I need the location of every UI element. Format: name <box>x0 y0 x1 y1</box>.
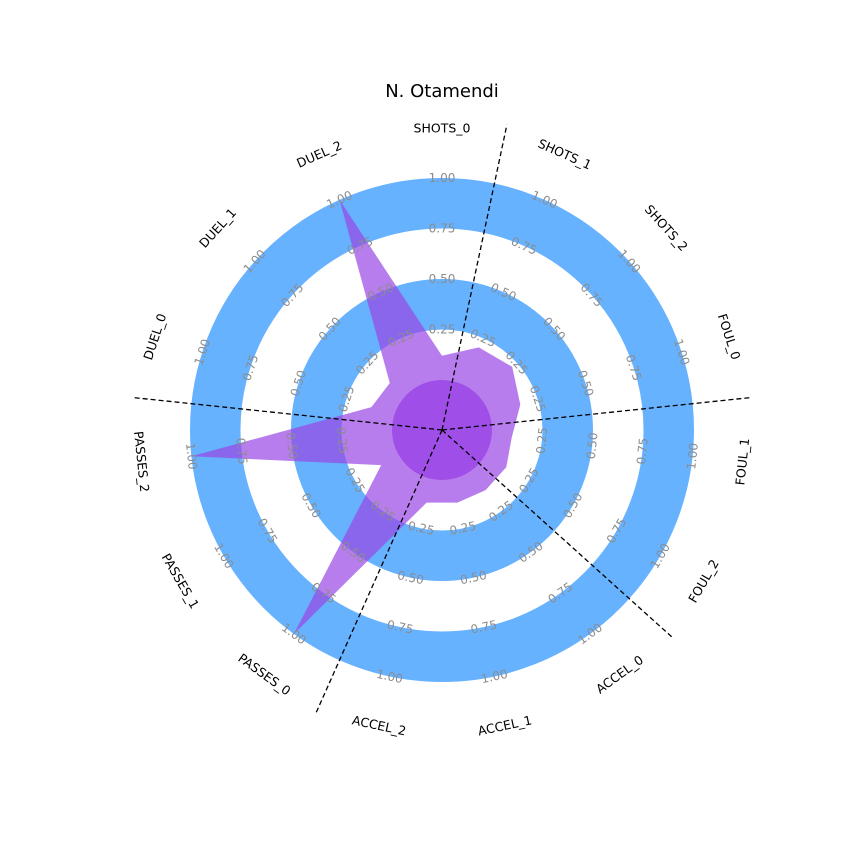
parameter-label: FOUL_2 <box>685 557 722 606</box>
parameter-label: SHOTS_1 <box>536 136 594 173</box>
range-label: 0.75 <box>386 617 415 636</box>
parameter-label: DUEL_1 <box>196 205 239 251</box>
range-label: 0.50 <box>283 432 300 460</box>
range-label: 1.00 <box>480 667 509 686</box>
parameter-label: DUEL_0 <box>140 312 169 362</box>
range-label: 0.75 <box>634 437 651 465</box>
range-label: 0.50 <box>584 432 601 460</box>
parameter-label: FOUL_0 <box>715 312 744 362</box>
range-label: 0.75 <box>469 617 498 636</box>
group-divider <box>441 124 508 431</box>
range-label: 0.75 <box>233 437 250 465</box>
parameter-label: FOUL_1 <box>732 437 752 486</box>
radar-ring-band <box>190 178 694 682</box>
range-label: 0.25 <box>334 426 351 454</box>
parameter-label: ACCEL_0 <box>593 652 646 696</box>
parameter-label: PASSES_1 <box>159 551 203 612</box>
parameter-label: SHOTS_2 <box>642 202 691 254</box>
range-label: 1.00 <box>429 171 456 185</box>
range-label: 0.50 <box>396 568 425 587</box>
parameter-label: SHOTS_0 <box>414 121 471 136</box>
radar-dividers <box>131 124 753 716</box>
group-divider <box>441 429 675 640</box>
radar-polygon <box>191 199 521 634</box>
group-divider <box>314 429 443 716</box>
chart-title: N. Otamendi <box>385 81 499 102</box>
range-label: 0.25 <box>407 519 436 538</box>
range-label: 1.00 <box>684 442 701 470</box>
range-label: 1.00 <box>183 442 200 470</box>
range-label: 0.25 <box>534 426 551 454</box>
range-label: 0.25 <box>429 323 456 337</box>
parameter-label: ACCEL_1 <box>476 712 533 738</box>
range-label: 0.25 <box>448 519 477 538</box>
group-divider <box>131 396 443 431</box>
parameter-label: DUEL_2 <box>294 138 344 171</box>
parameter-label: PASSES_0 <box>235 650 293 698</box>
range-label: 1.00 <box>375 667 404 686</box>
group-divider <box>441 396 753 431</box>
range-label: 0.50 <box>429 272 456 286</box>
parameter-label: PASSES_2 <box>131 430 152 492</box>
range-label: 0.75 <box>429 222 456 236</box>
range-label: 0.50 <box>459 568 488 587</box>
parameter-label: ACCEL_2 <box>351 712 408 738</box>
